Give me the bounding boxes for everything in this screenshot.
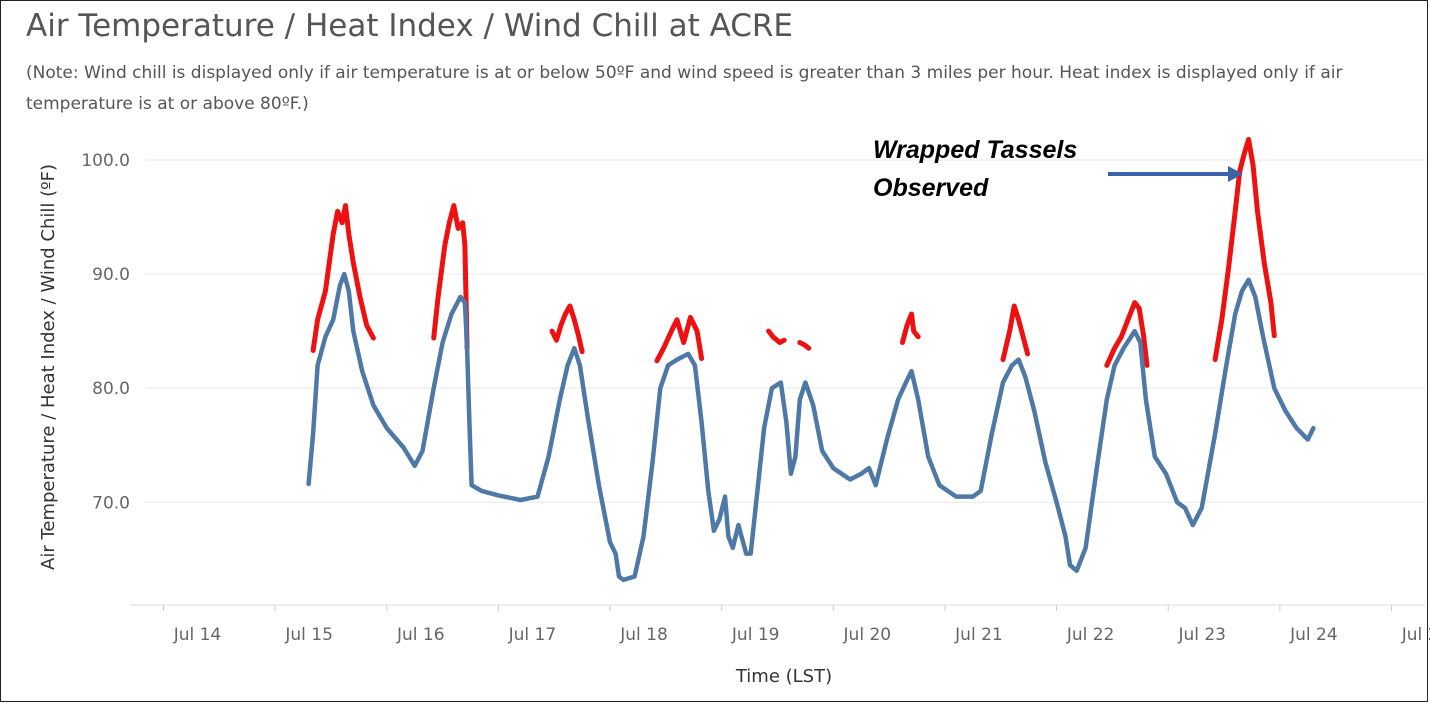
heat-index-line-2	[549, 303, 585, 355]
heat-index-line-1	[431, 203, 470, 351]
x-axis-label: Time (LST)	[735, 666, 832, 687]
y-tick-label-2: 90.0	[92, 265, 130, 285]
x-tick-label-4: Jul 18	[619, 625, 668, 645]
annotation-arrow	[1108, 166, 1243, 182]
series-lines	[306, 136, 1316, 583]
y-tick-labels: 70.0 80.0 90.0 100.0	[81, 151, 130, 513]
x-tick-label-5: Jul 19	[731, 625, 780, 645]
y-tick-label-0: 70.0	[92, 493, 130, 513]
chart-title: Air Temperature / Heat Index / Wind Chil…	[26, 8, 794, 44]
x-tick-label-6: Jul 20	[843, 625, 892, 645]
heat-index-line-4	[766, 328, 787, 345]
x-tick-label-9: Jul 23	[1177, 625, 1226, 645]
annotation-text-line1: Wrapped Tassels	[873, 136, 1077, 164]
annotation-text-line2: Observed	[873, 174, 989, 202]
x-tick-label-11: Jul 25	[1401, 625, 1430, 645]
y-axis-label: Air Temperature / Heat Index / Wind Chil…	[38, 164, 59, 570]
gridlines	[145, 159, 1425, 503]
heat-index-line-0	[310, 203, 376, 353]
x-tick-label-2: Jul 16	[396, 625, 445, 645]
y-tick-label-1: 80.0	[92, 379, 130, 399]
chart-note: (Note: Wind chill is displayed only if a…	[26, 63, 1343, 114]
x-tick-labels: Jul 14 Jul 15 Jul 16 Jul 17 Jul 18 Jul 19 Jul …	[162, 605, 1430, 645]
x-tick-label-1: Jul 15	[284, 625, 333, 645]
heat-index-line-6	[900, 311, 921, 345]
x-tick-label-8: Jul 22	[1066, 625, 1115, 645]
heat-index-line-3	[654, 314, 705, 364]
x-tick-label-3: Jul 17	[508, 625, 557, 645]
heat-index-line-7	[1000, 303, 1031, 363]
air-temperature-line-0	[306, 271, 1316, 583]
y-tick-label-3: 100.0	[81, 151, 130, 171]
heat-index-line-8	[1104, 300, 1150, 368]
x-tick-label-7: Jul 21	[954, 625, 1003, 645]
x-tick-label-0: Jul 14	[173, 625, 222, 645]
heat-index-line-5	[797, 340, 812, 351]
x-tick-label-10: Jul 24	[1289, 625, 1338, 645]
heat-index-line-9	[1212, 136, 1277, 363]
